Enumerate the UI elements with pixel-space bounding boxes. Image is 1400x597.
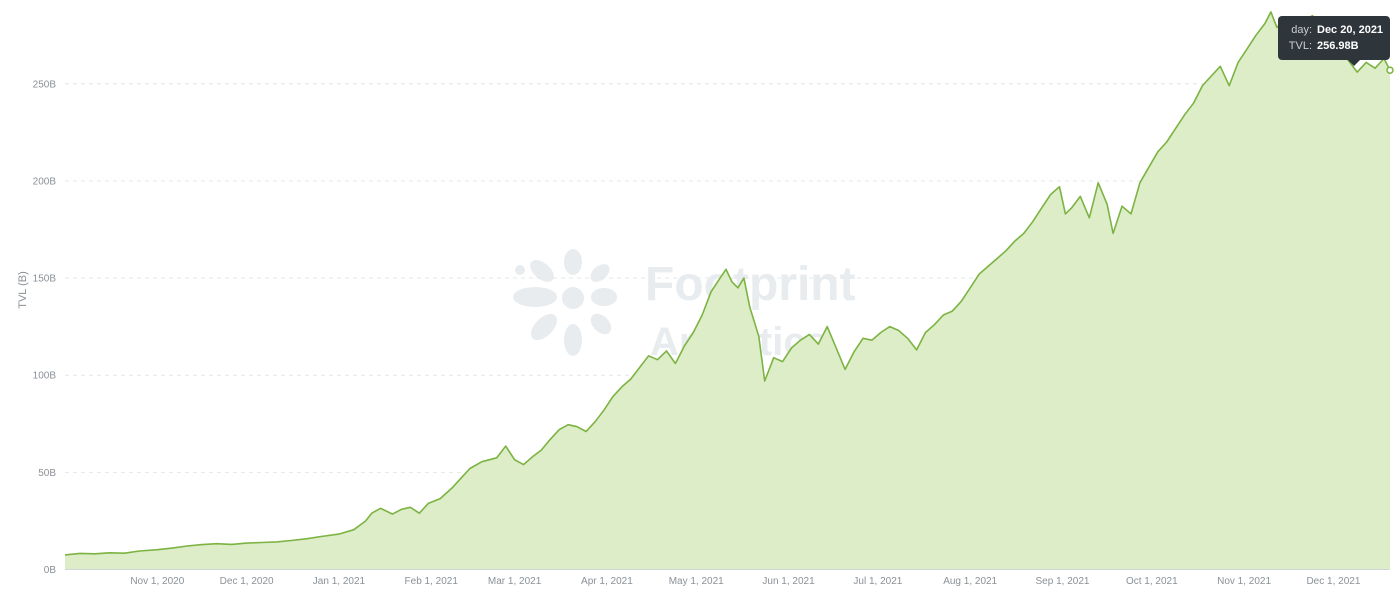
x-axis: Nov 1, 2020 Dec 1, 2020 Jan 1, 2021 Feb 1, … [65,569,1390,587]
series-area [65,11,1390,570]
y-tick-label: 50B [38,468,56,479]
tooltip-day-label: day: [1291,24,1312,36]
y-tick-label: 250B [33,79,57,90]
watermark-line1: Footprint [645,258,856,311]
x-tick-label: May 1, 2021 [669,576,724,587]
x-tick-label: Aug 1, 2021 [943,576,997,587]
x-tick-label: Dec 1, 2020 [220,576,274,587]
tooltip-tvl-label: TVL: [1288,40,1312,52]
x-tick-label: Nov 1, 2020 [130,576,184,587]
x-tick-label: Dec 1, 2021 [1306,576,1360,587]
y-axis: 0B 50B 100B 150B 200B 250B [33,79,57,576]
y-axis-title: TVL (B) [17,271,29,309]
series-line [64,11,1391,556]
x-tick-label: Sep 1, 2021 [1036,576,1090,587]
x-tick-label: Jan 1, 2021 [313,576,366,587]
highlight-point [1386,66,1394,74]
hover-marker [1386,66,1394,74]
tooltip-tvl-value: 256.98B [1317,40,1359,52]
tooltip-day-row: day: Dec 20, 2021 [1286,24,1383,36]
flower-icon [513,249,617,356]
y-tick-label: 200B [33,176,57,187]
y-tick-label: 100B [33,371,57,382]
x-tick-label: Feb 1, 2021 [405,576,459,587]
data-tooltip: day: Dec 20, 2021 TVL: 256.98B [1278,16,1390,66]
x-tick-label: Mar 1, 2021 [488,576,542,587]
tvl-area [64,11,1391,570]
y-tick-label: 0B [44,565,57,576]
x-tick-label: Apr 1, 2021 [581,576,633,587]
tooltip-tvl-row: TVL: 256.98B [1286,40,1359,52]
x-tick-label: Oct 1, 2021 [1126,576,1178,587]
x-tick-label: Jul 1, 2021 [853,576,902,587]
y-tick-label: 150B [33,274,57,285]
x-tick-label: Nov 1, 2021 [1217,576,1271,587]
tooltip-day-value: Dec 20, 2021 [1317,24,1384,36]
x-tick-label: Jun 1, 2021 [762,576,815,587]
